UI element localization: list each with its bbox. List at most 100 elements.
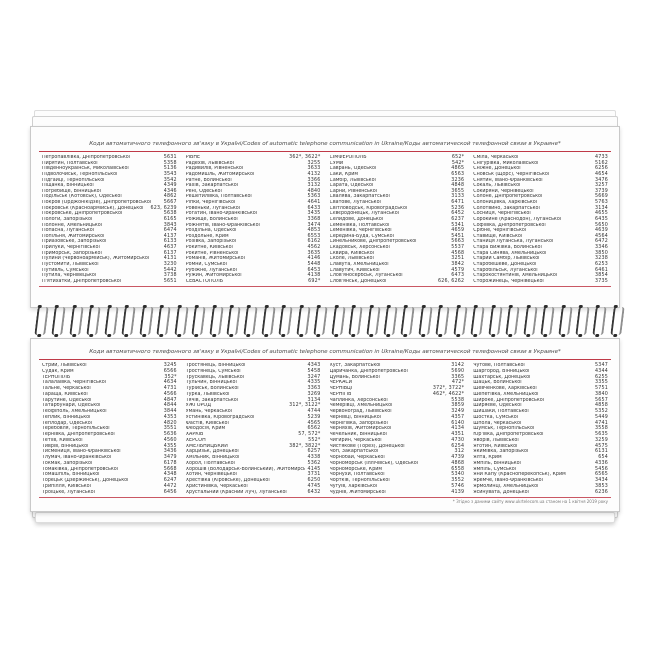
entry-code: 3731 (307, 472, 321, 478)
entry-code: 4858 (594, 403, 608, 409)
entry-row: Чемерівці, Хмельницької 3859 (330, 403, 465, 409)
entry-code: 462*, 4622* (432, 391, 465, 397)
entry-city: Рожнятів, Івано-Франківської (185, 222, 260, 228)
spiral-coil (365, 307, 381, 335)
entry-code: 4560 (163, 437, 177, 443)
entry-city: Сколе, Львівської (329, 256, 374, 262)
entry-code: 3843 (163, 222, 177, 228)
entry-code: 5690 (451, 368, 465, 374)
spiral-coil (435, 307, 451, 335)
entry-row: Покровське, Дніпропетровської 5638 (42, 211, 177, 217)
entry-city: Шацьк, Волинської (473, 380, 522, 386)
entry-city: Яворів, Львівської (473, 437, 519, 443)
entry-city: Старобешеве, Донецької (473, 261, 537, 267)
entry-row: Селидове, Донецької 6237 (330, 217, 465, 223)
entry-city: Чистякове (Торез), Донецької (329, 443, 405, 449)
entry-row: Сарни, Рівненської 3655 (330, 189, 465, 195)
entry-row: Сокиряни, Чернівецької 3739 (473, 189, 608, 195)
entry-code: 3134 (594, 205, 608, 211)
entry-code: 3436 (163, 449, 177, 455)
entry-city: Підгайці, Тернопільської (42, 177, 105, 183)
entry-city: Рахів, Закарпатської (185, 183, 239, 189)
entry-row: Радехів, Львівської 3255 (186, 161, 321, 167)
entry-city: Станиця Луганська, Луганської (473, 239, 554, 245)
entry-code: 3249 (451, 409, 465, 414)
entry-row: Стрий, Львівської 3245 (42, 363, 177, 369)
entry-row: Старобільськ, Луганської 6461 (473, 268, 608, 274)
entry-city: Сосниця, Чернігівської (473, 211, 531, 217)
entry-row: Старобешеве, Донецької 6253 (473, 262, 608, 268)
entry-code: 6435 (594, 216, 608, 222)
entry-row: Покровськ (Красноармійськ), Донецької 623… (42, 206, 177, 212)
entry-row: Тростянець, Вінницької 4343 (186, 363, 321, 369)
entry-city: Солоне, Дніпропетровської (473, 194, 543, 200)
entry-row: Сміла, Черкаської 4733 (473, 155, 608, 161)
entry-row: Семенівка, Чернігівської 4659 (330, 228, 465, 234)
entry-code: 3542 (163, 177, 177, 183)
entry-code: 312*, 3122* (289, 403, 321, 409)
entry-row: Ромни, Сумської 5448 (186, 262, 321, 268)
entry-code: 4335 (307, 380, 321, 386)
spiral-coil (243, 307, 259, 335)
entry-city: Тарутине, Одеської (42, 397, 92, 403)
entry-code: 3474 (307, 222, 321, 228)
entry-code: 4145 (307, 466, 321, 472)
entry-code: 5449 (594, 414, 608, 420)
entry-code: 6133 (163, 239, 177, 245)
entry-code: 4336 (594, 460, 608, 466)
entry-city: Тиврів, Вінницької (42, 443, 89, 449)
entry-code: 3134 (307, 397, 321, 403)
entry-city: Феодосія, Крим (185, 426, 226, 432)
entry-city: Христинівка, Черкаської (185, 483, 248, 489)
entry-code: 6566 (163, 368, 177, 374)
entry-city: Ялта, Крим (473, 455, 502, 460)
entry-code: 5347 (594, 363, 608, 368)
entry-row: Чуднів, Житомирської 4139 (330, 490, 465, 496)
entry-city: ТЕРНОПІЛЬ (42, 374, 71, 380)
bottom-page: Коди автоматичного телефонного зв'язку в… (30, 338, 620, 512)
entry-city: Селидове, Донецької (329, 216, 384, 222)
entry-code: 5751 (594, 386, 608, 391)
entry-row: Романів, Житомирської 4146 (186, 256, 321, 262)
entry-row: Чернігівка, Запорізької 6140 (330, 421, 465, 427)
entry-city: ЧЕРКАСИ (329, 380, 353, 386)
entry-city: Хуст, Закарпатської (329, 363, 381, 368)
entry-row: Тарутине, Одеської 4847 (42, 398, 177, 404)
entry-city: Хмільник, Вінницької (185, 455, 240, 460)
entry-city: Снігурівка, Миколаївської (473, 160, 539, 166)
entry-city: П'ятихатки, Дніпропетровської (42, 278, 122, 284)
entry-city: ХАРКІВ (185, 432, 204, 437)
entry-city: Подільськ (Котовськ), Одеської (42, 194, 122, 200)
entry-code: 4853 (307, 228, 321, 234)
entry-row: Ровеньки, Луганської 6433 (186, 206, 321, 212)
codes-column: Хуст, Закарпатської 3142 Царичанка, Дніпро… (330, 363, 465, 495)
entry-code: 5162 (594, 160, 608, 166)
entry-code: 4844 (163, 403, 177, 409)
entry-city: Старокостянтинів, Хмельницької (473, 273, 558, 279)
entry-city: СЕВАСТОПОЛЬ (185, 278, 224, 284)
entry-city: Рокитне, Київської (185, 245, 233, 250)
entry-city: Старий Самбір, Львівської (473, 256, 540, 262)
page-title: Коди автоматичного телефонного зв'язку в… (89, 349, 561, 355)
entry-code: 4865 (451, 166, 465, 172)
entry-row: Шумськ, Тернопільської 3558 (473, 426, 608, 432)
entry-city: Чернігівка, Запорізької (329, 420, 388, 426)
entry-city: Хорошів (Володарськ-Волинський), Житомир… (185, 466, 306, 472)
entry-city: Теплодар, Одеської (42, 420, 93, 426)
entry-city: Самбір, Львівської (329, 177, 376, 183)
entry-row: Чорноморське, Крим 6558 (330, 467, 465, 473)
entry-row: Токмак, Запорізької 6178 (42, 461, 177, 467)
entry-code: 3738 (163, 273, 177, 279)
codes-column: Петропавлівка, Дніпропетровської 5631 Пиря… (42, 155, 177, 284)
entry-code: 3363 (307, 386, 321, 391)
entry-city: Тетіїв, Київської (42, 437, 83, 443)
entry-row: Світловодськ, Кіровоградської 5236 (330, 206, 465, 212)
entry-row: Торецьк (Дзержинськ), Донецької 6247 (42, 478, 177, 484)
entry-code: 5636 (163, 432, 177, 437)
entry-code: 6471 (451, 200, 465, 205)
entry-code: 4744 (307, 409, 321, 414)
entry-code: 4655 (594, 211, 608, 217)
entry-code: 4564 (594, 233, 608, 239)
codes-column: Чутове, Полтавської 5347 Шаргород, Вінниць… (473, 363, 608, 495)
entry-row: Яремче, Івано-Франківської 3434 (473, 478, 608, 484)
